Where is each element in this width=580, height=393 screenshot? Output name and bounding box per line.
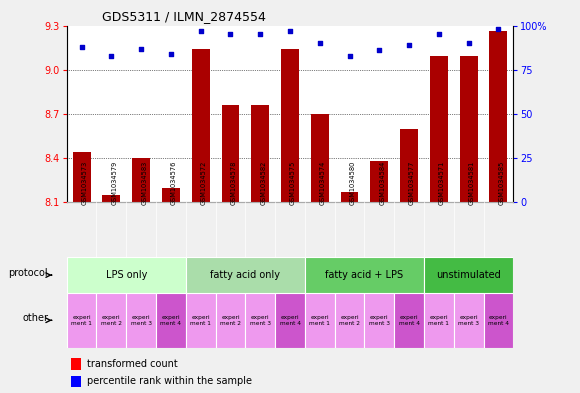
Text: transformed count: transformed count	[87, 358, 177, 369]
Point	[256, 31, 265, 37]
Bar	[305, 257, 424, 293]
Text: experi
ment 1: experi ment 1	[309, 315, 330, 326]
Bar	[67, 257, 186, 293]
Text: fatty acid + LPS: fatty acid + LPS	[325, 270, 404, 280]
Point	[404, 42, 414, 48]
Bar	[281, 49, 299, 202]
Text: GSM1034580: GSM1034580	[350, 161, 356, 205]
Point	[166, 51, 176, 57]
Text: experi
ment 3: experi ment 3	[130, 315, 151, 326]
Bar	[132, 158, 150, 202]
Bar	[71, 376, 81, 387]
Text: experi
ment 1: experi ment 1	[190, 315, 211, 326]
Point	[464, 40, 473, 46]
Text: experi
ment 3: experi ment 3	[458, 315, 479, 326]
Bar	[71, 358, 81, 369]
Bar	[400, 129, 418, 202]
Bar	[275, 293, 305, 348]
Bar	[424, 293, 454, 348]
Bar	[156, 293, 186, 348]
Point	[136, 45, 146, 51]
Text: GSM1034585: GSM1034585	[498, 161, 505, 205]
Text: experi
ment 4: experi ment 4	[398, 315, 419, 326]
Text: GSM1034577: GSM1034577	[409, 161, 415, 205]
Text: GSM1034583: GSM1034583	[141, 161, 147, 205]
Text: experi
ment 4: experi ment 4	[280, 315, 300, 326]
Text: GSM1034579: GSM1034579	[111, 161, 117, 205]
Text: experi
ment 3: experi ment 3	[369, 315, 390, 326]
Point	[315, 40, 324, 46]
Point	[345, 52, 354, 59]
Bar	[186, 293, 216, 348]
Point	[77, 44, 86, 50]
Bar	[460, 57, 477, 202]
Text: GSM1034582: GSM1034582	[260, 161, 266, 205]
Bar	[430, 57, 448, 202]
Point	[196, 28, 205, 34]
Point	[434, 31, 444, 37]
Bar	[67, 293, 96, 348]
Text: GSM1034573: GSM1034573	[82, 161, 88, 205]
Point	[375, 47, 384, 53]
Text: GSM1034574: GSM1034574	[320, 161, 326, 205]
Text: experi
ment 2: experi ment 2	[101, 315, 122, 326]
Text: experi
ment 2: experi ment 2	[339, 315, 360, 326]
Text: GSM1034581: GSM1034581	[469, 161, 474, 205]
Text: experi
ment 4: experi ment 4	[488, 315, 509, 326]
Bar	[72, 152, 90, 202]
Bar	[192, 49, 209, 202]
Text: GDS5311 / ILMN_2874554: GDS5311 / ILMN_2874554	[103, 10, 266, 23]
Bar	[103, 195, 120, 202]
Bar	[371, 161, 388, 202]
Bar	[424, 257, 513, 293]
Bar	[126, 293, 156, 348]
Text: LPS only: LPS only	[106, 270, 147, 280]
Text: GSM1034571: GSM1034571	[439, 161, 445, 205]
Text: experi
ment 2: experi ment 2	[220, 315, 241, 326]
Text: GSM1034576: GSM1034576	[171, 161, 177, 205]
Bar	[162, 188, 180, 202]
Text: experi
ment 1: experi ment 1	[429, 315, 450, 326]
Text: percentile rank within the sample: percentile rank within the sample	[87, 376, 252, 386]
Point	[107, 52, 116, 59]
Bar	[454, 293, 484, 348]
Bar	[490, 31, 508, 202]
Point	[285, 28, 295, 34]
Bar	[340, 192, 358, 202]
Text: GSM1034578: GSM1034578	[230, 161, 237, 205]
Text: fatty acid only: fatty acid only	[211, 270, 280, 280]
Bar	[364, 293, 394, 348]
Bar	[484, 293, 513, 348]
Text: protocol: protocol	[8, 268, 48, 278]
Text: experi
ment 1: experi ment 1	[71, 315, 92, 326]
Text: unstimulated: unstimulated	[436, 270, 501, 280]
Bar	[335, 293, 364, 348]
Bar	[222, 105, 240, 202]
Text: GSM1034572: GSM1034572	[201, 161, 206, 205]
Text: experi
ment 4: experi ment 4	[161, 315, 182, 326]
Bar	[251, 105, 269, 202]
Bar	[216, 293, 245, 348]
Point	[226, 31, 235, 37]
Bar	[96, 293, 126, 348]
Text: other: other	[22, 312, 48, 323]
Text: GSM1034584: GSM1034584	[379, 161, 385, 205]
Text: experi
ment 3: experi ment 3	[250, 315, 271, 326]
Bar	[245, 293, 275, 348]
Text: GSM1034575: GSM1034575	[290, 161, 296, 205]
Bar	[311, 114, 329, 202]
Bar	[394, 293, 424, 348]
Bar	[305, 293, 335, 348]
Point	[494, 26, 503, 32]
Bar	[186, 257, 305, 293]
